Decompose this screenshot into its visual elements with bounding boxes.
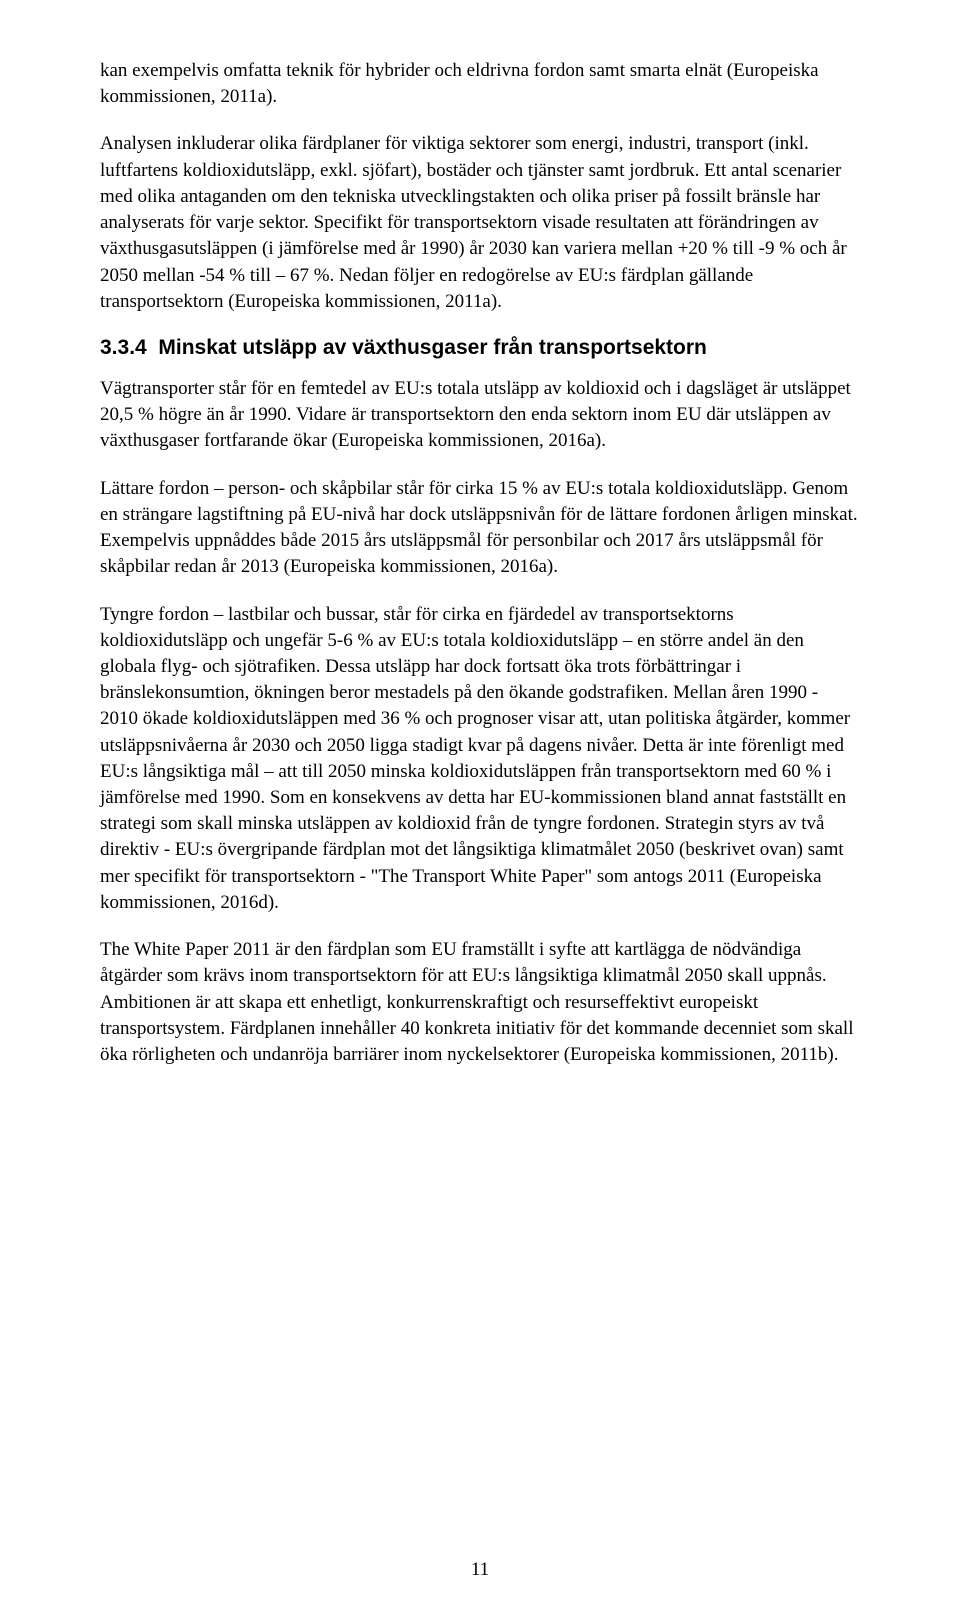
heading-number: 3.3.4 — [100, 336, 147, 359]
page-number: 11 — [0, 1559, 960, 1581]
paragraph-4: Lättare fordon – person- och skåpbilar s… — [100, 476, 860, 581]
paragraph-3: Vägtransporter står för en femtedel av E… — [100, 376, 860, 455]
paragraph-2: Analysen inkluderar olika färdplaner för… — [100, 131, 860, 315]
paragraph-5: Tyngre fordon – lastbilar och bussar, st… — [100, 602, 860, 917]
document-page: kan exempelvis omfatta teknik för hybrid… — [0, 0, 960, 1617]
paragraph-6: The White Paper 2011 är den färdplan som… — [100, 937, 860, 1068]
section-heading: 3.3.4 Minskat utsläpp av växthusgaser fr… — [100, 336, 860, 360]
paragraph-1: kan exempelvis omfatta teknik för hybrid… — [100, 58, 860, 110]
heading-title: Minskat utsläpp av växthusgaser från tra… — [158, 336, 707, 359]
